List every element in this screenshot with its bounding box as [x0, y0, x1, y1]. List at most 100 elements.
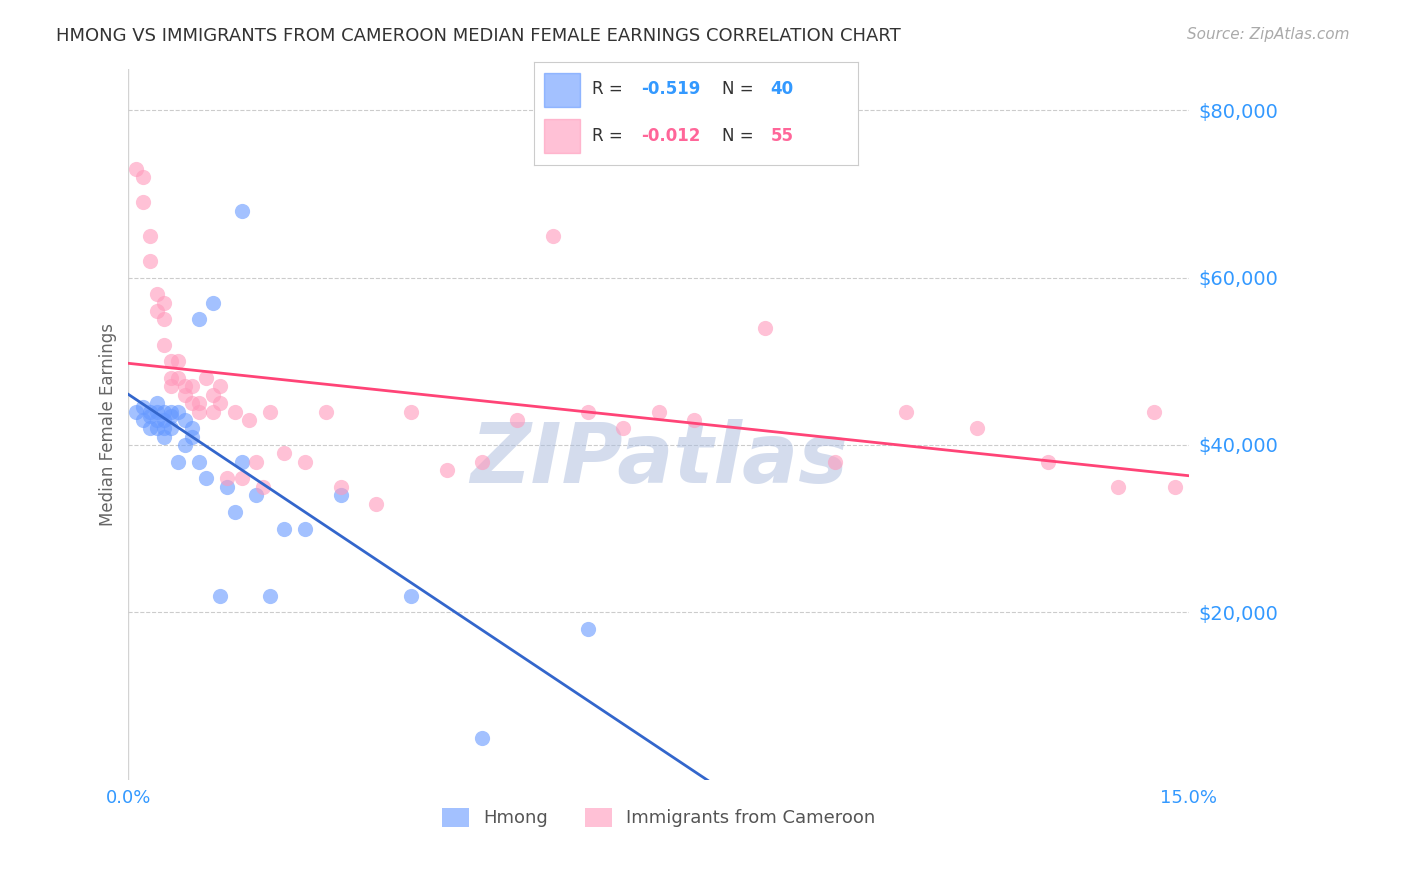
Point: [145, 404, 167, 418]
Point: [231, 455, 253, 469]
Point: [1142, 404, 1164, 418]
Point: [138, 409, 160, 423]
Point: [217, 471, 239, 485]
Point: [181, 396, 204, 410]
Point: [188, 312, 211, 326]
Point: [824, 455, 846, 469]
Point: [209, 589, 232, 603]
Point: [252, 480, 274, 494]
Text: -0.012: -0.012: [641, 128, 700, 145]
Text: ZIPatlas: ZIPatlas: [470, 419, 848, 500]
Text: N =: N =: [721, 128, 759, 145]
Point: [471, 455, 494, 469]
Point: [209, 379, 232, 393]
Point: [329, 480, 352, 494]
Point: [167, 404, 190, 418]
Point: [471, 731, 494, 745]
Point: [576, 404, 599, 418]
Point: [401, 404, 423, 418]
Point: [259, 589, 281, 603]
Point: [124, 404, 146, 418]
Point: [153, 312, 176, 326]
Point: [145, 287, 167, 301]
Point: [245, 455, 267, 469]
Text: R =: R =: [592, 128, 628, 145]
Point: [202, 295, 225, 310]
Text: 40: 40: [770, 80, 793, 98]
Point: [160, 354, 183, 368]
Point: [329, 488, 352, 502]
Point: [181, 379, 204, 393]
Text: 55: 55: [770, 128, 793, 145]
Bar: [544, 73, 579, 106]
Point: [188, 404, 211, 418]
Point: [145, 421, 167, 435]
Point: [259, 404, 281, 418]
Point: [131, 413, 153, 427]
Point: [612, 421, 634, 435]
Point: [138, 404, 160, 418]
Point: [145, 413, 167, 427]
Point: [506, 413, 529, 427]
Point: [217, 480, 239, 494]
Point: [294, 455, 316, 469]
Point: [160, 409, 183, 423]
Point: [202, 404, 225, 418]
Point: [966, 421, 988, 435]
Point: [138, 421, 160, 435]
Point: [131, 195, 153, 210]
Point: [138, 254, 160, 268]
Point: [224, 404, 246, 418]
Point: [364, 497, 387, 511]
Point: [231, 471, 253, 485]
Point: [145, 304, 167, 318]
Point: [167, 354, 190, 368]
Point: [181, 421, 204, 435]
Point: [153, 404, 176, 418]
Point: [294, 522, 316, 536]
Point: [167, 455, 190, 469]
Point: [131, 170, 153, 185]
Point: [174, 438, 197, 452]
Text: N =: N =: [721, 80, 759, 98]
Point: [138, 228, 160, 243]
Point: [131, 401, 153, 415]
Point: [153, 421, 176, 435]
Point: [124, 161, 146, 176]
Point: [894, 404, 917, 418]
Point: [160, 404, 183, 418]
Point: [541, 228, 564, 243]
Point: [1164, 480, 1187, 494]
Point: [153, 413, 176, 427]
Point: [209, 396, 232, 410]
Y-axis label: Median Female Earnings: Median Female Earnings: [100, 323, 117, 525]
Point: [145, 396, 167, 410]
Point: [188, 455, 211, 469]
Legend: Hmong, Immigrants from Cameroon: Hmong, Immigrants from Cameroon: [434, 801, 883, 835]
Point: [160, 421, 183, 435]
Point: [181, 429, 204, 443]
Point: [1107, 480, 1129, 494]
Point: [174, 388, 197, 402]
Bar: [544, 119, 579, 153]
Point: [238, 413, 260, 427]
Point: [160, 371, 183, 385]
Point: [1036, 455, 1059, 469]
Point: [202, 388, 225, 402]
Text: R =: R =: [592, 80, 628, 98]
Point: [153, 295, 176, 310]
Text: -0.519: -0.519: [641, 80, 700, 98]
Point: [160, 379, 183, 393]
Point: [195, 371, 218, 385]
Point: [153, 429, 176, 443]
Point: [436, 463, 458, 477]
Point: [231, 203, 253, 218]
Point: [174, 413, 197, 427]
Point: [224, 505, 246, 519]
Point: [153, 337, 176, 351]
Point: [683, 413, 706, 427]
Point: [167, 371, 190, 385]
Text: Source: ZipAtlas.com: Source: ZipAtlas.com: [1187, 27, 1350, 42]
Point: [647, 404, 669, 418]
Point: [174, 379, 197, 393]
